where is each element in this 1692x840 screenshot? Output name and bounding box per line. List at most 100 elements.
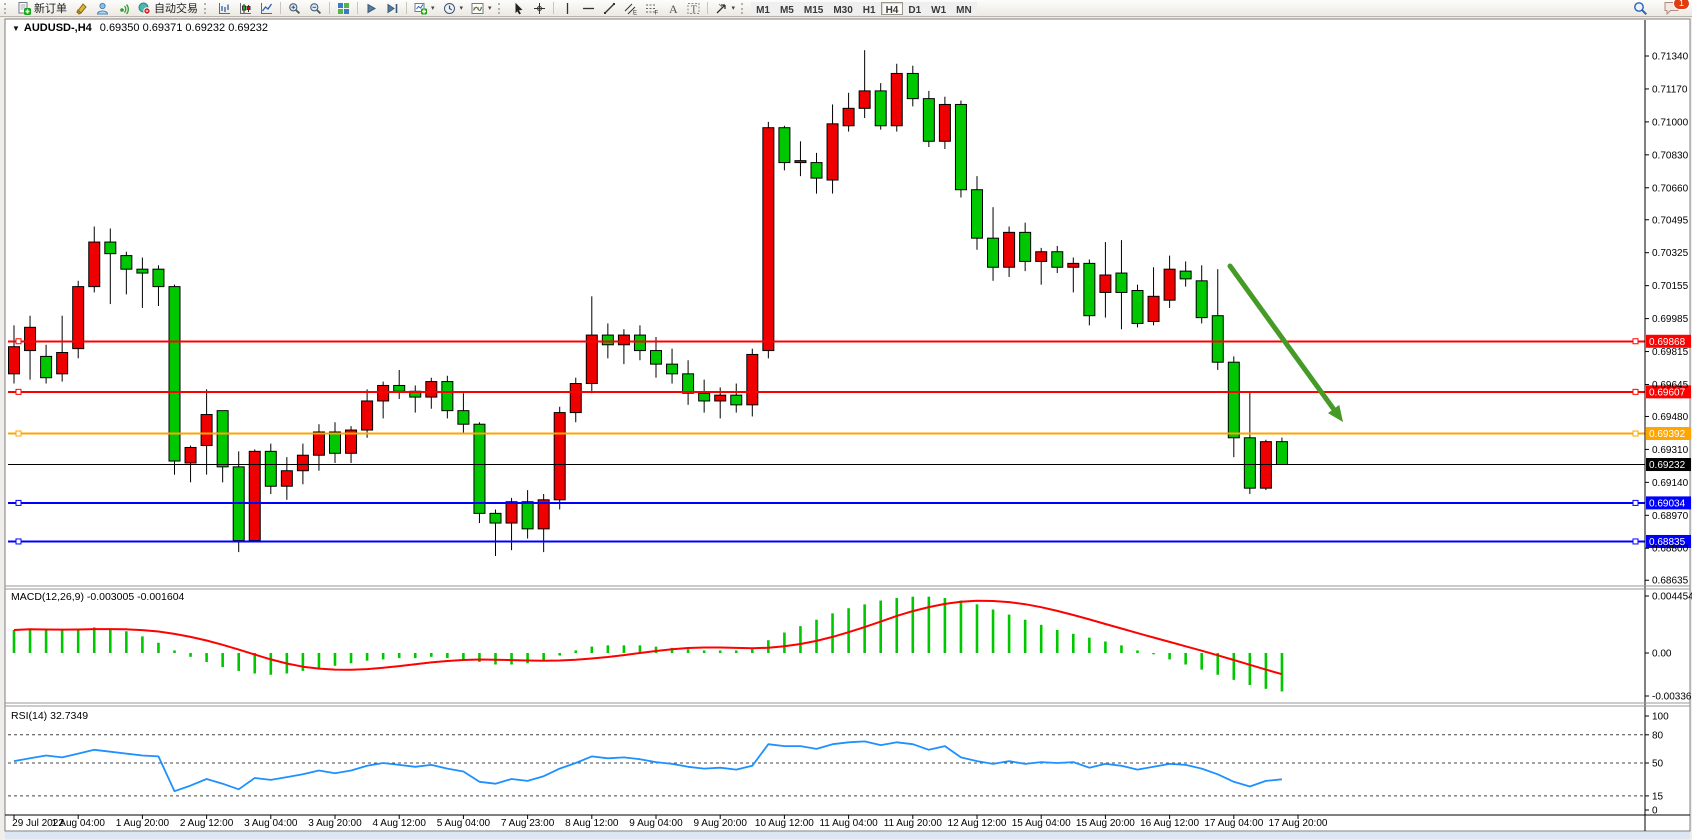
- vertical-line-button[interactable]: [557, 1, 578, 16]
- trendline-button[interactable]: [599, 1, 620, 16]
- fibonacci-button[interactable]: F: [641, 1, 662, 16]
- crosshair-button[interactable]: [529, 1, 550, 16]
- toolbar-grip[interactable]: [741, 2, 748, 14]
- text-label-icon: T: [687, 2, 700, 15]
- candle-body-up: [24, 326, 37, 352]
- trend-arrow-line[interactable]: [1227, 263, 1337, 412]
- timeframe-m5[interactable]: M5: [774, 1, 799, 16]
- timeframe-w1[interactable]: W1: [926, 1, 952, 16]
- hline-anchor[interactable]: [15, 338, 22, 345]
- arrows-button[interactable]: ▾: [711, 1, 740, 16]
- candle-body-up: [1035, 251, 1048, 262]
- candle-body-down: [682, 373, 695, 394]
- candle-body-down: [457, 410, 470, 425]
- search-button[interactable]: [1629, 1, 1652, 16]
- indicators-button[interactable]: ▾: [467, 1, 496, 16]
- price-tag-label: 0.69607: [1649, 387, 1686, 398]
- price-tick-label: 0.68635: [1652, 576, 1689, 587]
- autotrading-button[interactable]: 自动交易: [134, 1, 202, 16]
- candle-body-up: [842, 107, 855, 127]
- auto-scroll-icon: [365, 2, 378, 15]
- trend-arrow-head[interactable]: [1327, 404, 1343, 422]
- pane-splitter-macd-rsi[interactable]: [5, 702, 1690, 707]
- macd-values: -0.003005 -0.001604: [86, 591, 185, 603]
- bar-chart-button[interactable]: [214, 1, 235, 16]
- hline-anchor[interactable]: [1632, 499, 1639, 506]
- candlesticks: [8, 50, 1288, 556]
- cursor-button[interactable]: [508, 1, 529, 16]
- timeframe-m30[interactable]: M30: [828, 1, 858, 16]
- time-tick-label: 2 Aug 12:00: [180, 818, 234, 829]
- candle-body-up: [1147, 295, 1160, 323]
- new-chart-button[interactable]: ▾: [410, 1, 439, 16]
- hline-anchor[interactable]: [1632, 388, 1639, 395]
- toolbar-grip[interactable]: [497, 2, 505, 14]
- chart-shift-button[interactable]: [382, 1, 403, 16]
- chat-badge: 1: [1673, 0, 1690, 10]
- price-tick-label: 0.69480: [1652, 412, 1689, 423]
- toolbar: 新订单 自动交易 ▾ ▾ ▾ E F A T ▾ M1 M5 M15 M30 H1 H4 D1 W1 MN 1: [0, 0, 1692, 17]
- symbol-dropdown-icon[interactable]: ▼: [12, 24, 20, 33]
- toolbar-grip[interactable]: [4, 2, 11, 14]
- time-tick-label: 12 Aug 12:00: [948, 818, 1007, 829]
- zoom-out-button[interactable]: [305, 1, 326, 16]
- candle-body-up: [617, 334, 630, 346]
- candle-body-down: [216, 410, 229, 468]
- toolbar-grip[interactable]: [204, 2, 211, 14]
- candlestick-chart-button[interactable]: [235, 1, 256, 16]
- time-tick-label: 15 Aug 20:00: [1076, 818, 1135, 829]
- line-chart-button[interactable]: [256, 1, 277, 16]
- hline-anchor[interactable]: [1632, 430, 1639, 437]
- new-order-icon: [18, 1, 31, 15]
- timeframe-m15[interactable]: M15: [798, 1, 829, 16]
- periods-caret-icon[interactable]: ▾: [459, 5, 464, 12]
- new-chart-caret-icon[interactable]: ▾: [431, 5, 435, 12]
- time-tick-label: 3 Aug 04:00: [244, 818, 298, 829]
- candle-body-down: [810, 162, 823, 179]
- hline-anchor[interactable]: [15, 499, 22, 506]
- candle-body-down: [489, 512, 502, 524]
- svg-text:T: T: [690, 4, 696, 15]
- timeframe-h4[interactable]: H4: [880, 1, 904, 16]
- tile-windows-button[interactable]: [333, 1, 354, 16]
- arrows-caret-icon[interactable]: ▾: [731, 5, 736, 12]
- timeframe-m1[interactable]: M1: [751, 1, 775, 16]
- candle-body-up: [1067, 262, 1080, 268]
- candle-body-down: [104, 241, 117, 255]
- timeframe-d1[interactable]: D1: [903, 1, 927, 16]
- hline-anchor[interactable]: [15, 430, 22, 437]
- text-label-button[interactable]: T: [683, 1, 704, 16]
- periods-button[interactable]: ▾: [439, 1, 468, 16]
- hline-anchor[interactable]: [1632, 538, 1639, 545]
- price-tick-label: 0.69985: [1652, 314, 1689, 325]
- candle-body-up: [88, 241, 101, 288]
- new-order-button[interactable]: 新订单: [14, 1, 71, 16]
- text-button[interactable]: A: [662, 1, 683, 16]
- time-tick-label: 9 Aug 04:00: [629, 818, 683, 829]
- candle-body-up: [8, 346, 20, 375]
- chart-shift-icon: [386, 2, 399, 15]
- hline-anchor[interactable]: [15, 388, 22, 395]
- equidistant-channel-button[interactable]: E: [620, 1, 641, 16]
- hline-anchor[interactable]: [1632, 338, 1639, 345]
- styler-icon: [75, 2, 88, 15]
- community-button[interactable]: [92, 1, 113, 16]
- community-icon: [96, 2, 109, 15]
- chat-button[interactable]: 1: [1660, 0, 1690, 16]
- timeframe-mn[interactable]: MN: [951, 1, 977, 16]
- hline-anchor[interactable]: [15, 538, 22, 545]
- indicators-caret-icon[interactable]: ▾: [488, 5, 492, 12]
- pane-splitter-main-macd[interactable]: [5, 585, 1690, 590]
- horizontal-line-button[interactable]: [578, 1, 599, 16]
- styler-button[interactable]: [71, 1, 92, 16]
- price-tick-label: 0.70495: [1652, 215, 1689, 226]
- time-tick-label: 3 Aug 20:00: [308, 818, 362, 829]
- price-tag-label: 0.69034: [1649, 498, 1686, 509]
- candle-body-down: [521, 501, 534, 530]
- candle-body-up: [1003, 231, 1016, 268]
- signals-button[interactable]: [113, 1, 134, 16]
- timeframe-h1[interactable]: H1: [857, 1, 881, 16]
- auto-scroll-button[interactable]: [361, 1, 382, 16]
- zoom-in-button[interactable]: [284, 1, 305, 16]
